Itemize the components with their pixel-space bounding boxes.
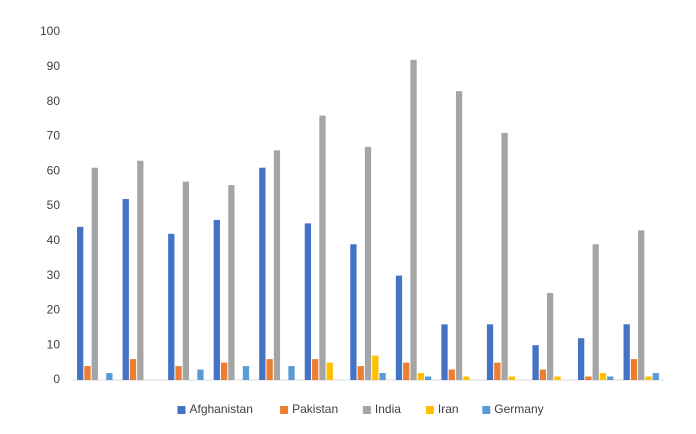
bar [539, 369, 547, 380]
legend-label: Iran [438, 402, 459, 416]
bar [129, 359, 137, 380]
bar [501, 132, 508, 380]
bar [652, 373, 659, 380]
bar [228, 185, 235, 380]
bar [448, 369, 455, 380]
y-tick-label: 70 [47, 129, 61, 143]
bar [623, 324, 630, 380]
y-tick-label: 100 [40, 24, 60, 38]
legend-label: India [375, 402, 401, 416]
bar [77, 226, 84, 380]
y-tick-label: 90 [47, 59, 61, 73]
bar [182, 181, 189, 380]
bar [630, 359, 638, 380]
bar [508, 376, 516, 380]
legend-swatch [280, 406, 289, 414]
bar [532, 345, 539, 380]
y-tick-label: 60 [47, 163, 61, 177]
bar [288, 366, 295, 380]
bar [424, 376, 432, 380]
bar [304, 223, 312, 380]
bar [417, 373, 424, 380]
bar [266, 359, 273, 380]
y-tick-label: 80 [47, 94, 61, 108]
bar [592, 244, 599, 380]
legend-label: Pakistan [292, 402, 338, 416]
bar [441, 324, 448, 380]
bar [319, 115, 326, 381]
y-tick-label: 20 [47, 303, 61, 317]
bar [364, 146, 372, 380]
legend-label: Afghanistan [190, 402, 253, 416]
y-tick-label: 50 [47, 198, 61, 212]
bar [220, 362, 228, 380]
legend-label: Germany [494, 402, 543, 416]
bar [410, 59, 417, 381]
bar [403, 362, 410, 380]
bar [638, 230, 645, 380]
bar [357, 366, 364, 380]
bar [494, 362, 501, 380]
bar [395, 275, 403, 380]
bar [84, 366, 91, 380]
legend-swatch [425, 406, 434, 414]
bar [486, 324, 494, 380]
bar [455, 91, 463, 380]
y-tick-label: 40 [47, 233, 61, 247]
y-tick-label: 10 [47, 337, 61, 351]
bar [213, 219, 220, 380]
bar [585, 376, 592, 380]
bar [599, 373, 607, 380]
bar [168, 233, 175, 380]
bar [577, 338, 585, 380]
bar [122, 199, 129, 380]
bar [106, 373, 113, 380]
bar [326, 362, 333, 380]
bar [350, 244, 357, 380]
bar [463, 376, 470, 380]
bar [379, 373, 386, 380]
bar [273, 150, 281, 380]
bar [91, 167, 98, 380]
bar [554, 376, 561, 380]
y-tick-label: 0 [53, 372, 60, 386]
bar [137, 160, 144, 380]
bar [175, 366, 182, 380]
legend-swatch [177, 406, 186, 414]
bar [312, 359, 319, 380]
bar [372, 355, 379, 380]
bar [607, 376, 614, 380]
bar [242, 366, 250, 380]
legend-swatch [362, 406, 371, 414]
bar [197, 369, 204, 380]
legend-swatch [482, 406, 491, 414]
bar [547, 293, 554, 380]
bar [645, 376, 652, 380]
bar [259, 167, 266, 380]
y-tick-label: 30 [47, 268, 61, 282]
